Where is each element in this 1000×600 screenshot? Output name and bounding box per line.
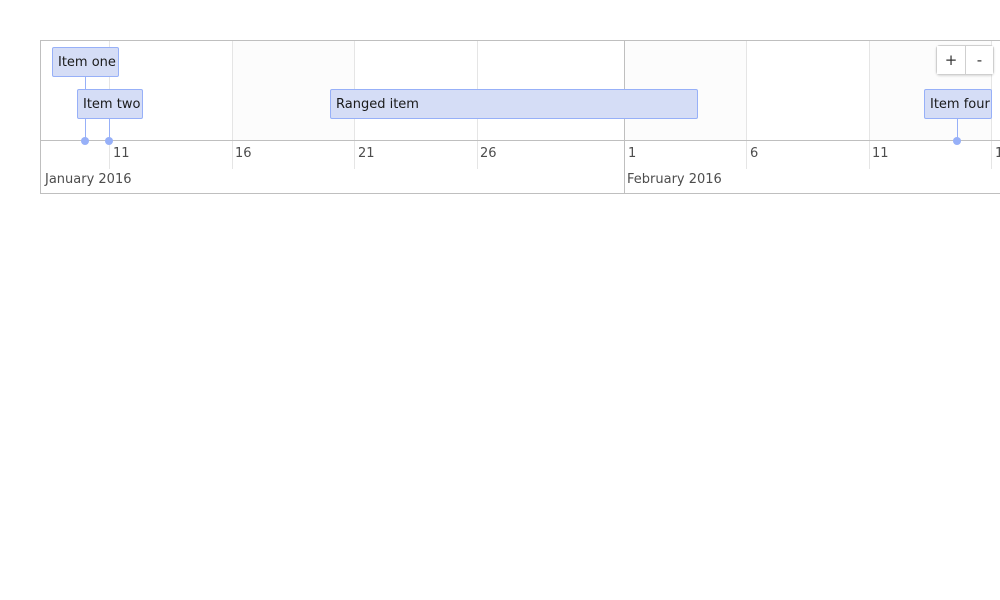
timeline-item-two[interactable]: Item two xyxy=(77,89,143,119)
zoom-controls: + - xyxy=(936,45,994,75)
timeline-item-one[interactable]: Item one xyxy=(52,47,119,77)
axis-tick-label: 26 xyxy=(480,146,497,161)
grid-line xyxy=(232,41,233,169)
axis-tick-label: 1 xyxy=(628,146,637,161)
item-two-stem xyxy=(109,119,110,140)
axis-tick-label: 21 xyxy=(358,146,375,161)
month-label-january: January 2016 xyxy=(45,172,132,187)
month-label-february: February 2016 xyxy=(627,172,722,187)
axis-tick-label: 11 xyxy=(872,146,889,161)
axis-tick-label: 6 xyxy=(750,146,759,161)
grid-line xyxy=(746,41,747,169)
timeline[interactable]: Item one Item two Ranged item Item four … xyxy=(40,40,1000,194)
item-two-dot[interactable] xyxy=(105,137,113,145)
item-four-stem xyxy=(957,119,958,140)
item-one-dot[interactable] xyxy=(81,137,89,145)
axis-tick-label: 16 xyxy=(235,146,252,161)
axis-line xyxy=(41,140,1000,141)
timeline-ranged-item[interactable]: Ranged item xyxy=(330,89,698,119)
grid-line xyxy=(869,41,870,169)
item-four-dot[interactable] xyxy=(953,137,961,145)
zoom-in-button[interactable]: + xyxy=(937,46,965,74)
axis-tick-label: 11 xyxy=(113,146,130,161)
zoom-out-button[interactable]: - xyxy=(965,46,993,74)
timeline-item-four[interactable]: Item four xyxy=(924,89,992,119)
axis-tick-label: 1 xyxy=(995,146,1000,161)
